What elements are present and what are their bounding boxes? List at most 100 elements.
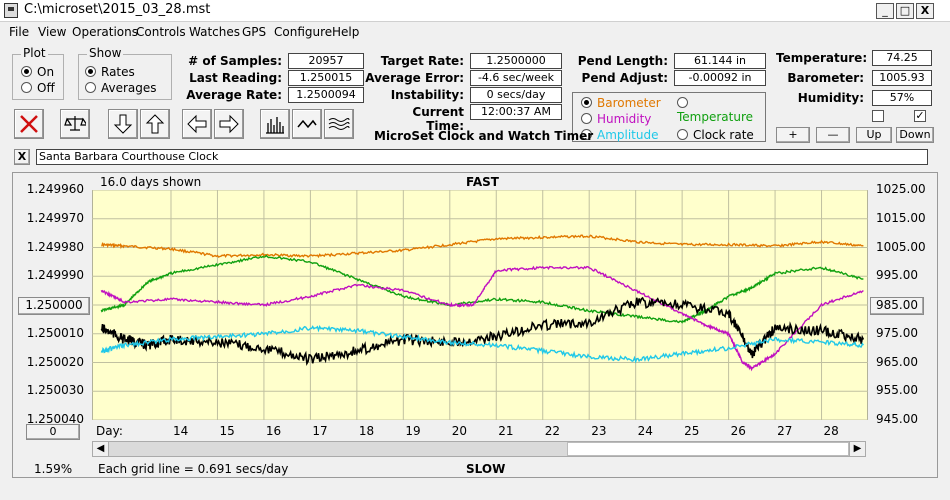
temperature-checkbox[interactable] <box>872 110 884 122</box>
menu-watches[interactable]: Watches <box>189 25 240 39</box>
y-left-tick: 1.250030 <box>26 383 84 398</box>
x-day-tick: 16 <box>265 424 282 438</box>
series-amplitude <box>100 324 864 364</box>
left-arrow-button[interactable] <box>182 109 212 139</box>
up-button[interactable]: Up <box>856 127 892 143</box>
arrow-up-icon <box>145 114 165 134</box>
day-axis-label: Day: <box>96 424 123 438</box>
y-left-tick: 1.250040 <box>26 412 84 426</box>
y-left-tick: 1.250010 <box>26 325 84 340</box>
temperature-value: 74.25 <box>872 50 932 66</box>
scroll-left-arrow[interactable]: ◀ <box>93 442 109 456</box>
pend-adjust-value: -0.00092 in <box>674 70 766 86</box>
minimize-button[interactable]: _ <box>876 3 894 19</box>
down-button[interactable]: Down <box>896 127 934 143</box>
show-group-title: Show <box>87 46 124 60</box>
x-day-tick: 18 <box>358 424 375 438</box>
center-baro-button[interactable]: 985.00 <box>870 297 924 315</box>
y-left-tick: 1.249960 <box>26 182 84 196</box>
temperature-label: Temperature: <box>776 51 868 65</box>
multi-wave-icon <box>328 118 350 130</box>
right-arrow-button[interactable] <box>214 109 244 139</box>
histogram-button[interactable] <box>260 109 290 139</box>
average-error-label: Average Error: <box>365 71 464 85</box>
target-rate-label: Target Rate: <box>380 54 464 68</box>
menu-help[interactable]: Help <box>332 25 360 39</box>
arrow-left-icon <box>187 114 207 134</box>
pend-adjust-label: Pend Adjust: <box>581 71 668 85</box>
show-averages-radio[interactable]: Averages <box>85 81 157 95</box>
barometer-value: 1005.93 <box>872 70 932 86</box>
multi-wave-button[interactable] <box>324 109 354 139</box>
grid-note: Each grid line = 0.691 secs/day <box>98 462 289 476</box>
average-rate-label: Average Rate: <box>186 88 282 102</box>
percent-label: 1.59% <box>34 462 73 476</box>
menu-configure[interactable]: Configure <box>274 25 333 39</box>
menu-operations[interactable]: Operations <box>72 25 138 39</box>
y-right-tick: 1015.00 <box>876 210 926 225</box>
days-shown-label: 16.0 days shown <box>100 175 202 189</box>
x-day-tick: 21 <box>498 424 514 438</box>
scroll-value-box[interactable]: 0 <box>26 424 80 440</box>
x-day-tick: 24 <box>637 424 653 438</box>
average-error-value: -4.6 sec/week <box>470 70 562 86</box>
sensor-amplitude-radio[interactable]: Amplitude <box>581 128 659 142</box>
x-day-tick: 22 <box>544 424 560 438</box>
pend-length-label: Pend Length: <box>577 54 668 68</box>
smooth-wave-button[interactable] <box>292 109 322 139</box>
delete-button[interactable] <box>14 109 44 139</box>
plot-group-title: Plot <box>21 46 48 60</box>
sensor-clock-rate-radio[interactable]: Clock rate <box>677 128 754 142</box>
down-arrow-button[interactable] <box>108 109 138 139</box>
sensor-temperature-radio[interactable]: Temperature <box>677 96 765 124</box>
window-title: C:\microset\2015_03_28.mst <box>24 2 211 17</box>
x-day-tick: 23 <box>591 424 607 438</box>
up-arrow-button[interactable] <box>140 109 170 139</box>
maximize-button[interactable]: □ <box>896 3 914 19</box>
x-day-tick: 17 <box>312 424 328 438</box>
menu-view[interactable]: View <box>38 25 67 39</box>
plus-button[interactable]: + <box>776 127 810 143</box>
menu-file[interactable]: File <box>9 25 30 39</box>
humidity-value: 57% <box>872 90 932 106</box>
menu-gps[interactable]: GPS <box>242 25 267 39</box>
humidity-label: Humidity: <box>797 91 864 105</box>
y-right-tick: 955.00 <box>876 383 918 398</box>
minus-button[interactable]: — <box>816 127 850 143</box>
plot-off-radio[interactable]: Off <box>21 81 55 95</box>
red-x-icon <box>20 115 38 133</box>
pend-length-value[interactable]: 61.144 in <box>674 53 766 69</box>
clear-clock-button[interactable]: X <box>14 149 30 165</box>
last-reading-value: 1.250015 <box>288 70 364 86</box>
sensor-humidity-radio[interactable]: Humidity <box>581 112 651 126</box>
scroll-thumb[interactable] <box>567 442 849 456</box>
app-icon[interactable] <box>4 3 18 18</box>
scales-icon <box>64 116 86 131</box>
scroll-right-arrow[interactable]: ▶ <box>849 442 865 456</box>
show-rates-radio[interactable]: Rates <box>85 65 135 79</box>
wave-icon <box>297 119 317 129</box>
title-bar: C:\microset\2015_03_28.mst _ □ X <box>0 0 950 22</box>
arrow-right-icon <box>219 114 239 134</box>
last-reading-label: Last Reading: <box>189 71 282 85</box>
balance-button[interactable] <box>60 109 90 139</box>
histogram-icon <box>266 117 284 134</box>
menu-controls[interactable]: Controls <box>136 25 186 39</box>
current-time-label: Current Time: <box>412 105 464 133</box>
scroll-track[interactable] <box>109 442 567 456</box>
time-scrollbar[interactable]: ◀ ▶ <box>92 441 866 457</box>
rate-chart <box>92 190 868 420</box>
series-humidity <box>100 265 864 372</box>
clock-name-input[interactable]: Santa Barbara Courthouse Clock <box>36 149 928 165</box>
plot-on-radio[interactable]: On <box>21 65 54 79</box>
y-right-tick: 1025.00 <box>876 182 926 196</box>
humidity-checkbox[interactable]: ✓ <box>914 109 926 122</box>
center-rate-button[interactable]: 1.250000 <box>18 297 90 315</box>
instability-value: 0 secs/day <box>470 87 562 103</box>
barometer-label: Barometer: <box>787 71 864 85</box>
plot-group: Plot On Off <box>12 46 64 100</box>
close-button[interactable]: X <box>916 3 934 19</box>
sensor-barometer-radio[interactable]: Barometer <box>581 96 661 110</box>
x-day-tick: 15 <box>219 424 235 438</box>
target-rate-value[interactable]: 1.2500000 <box>470 53 562 69</box>
